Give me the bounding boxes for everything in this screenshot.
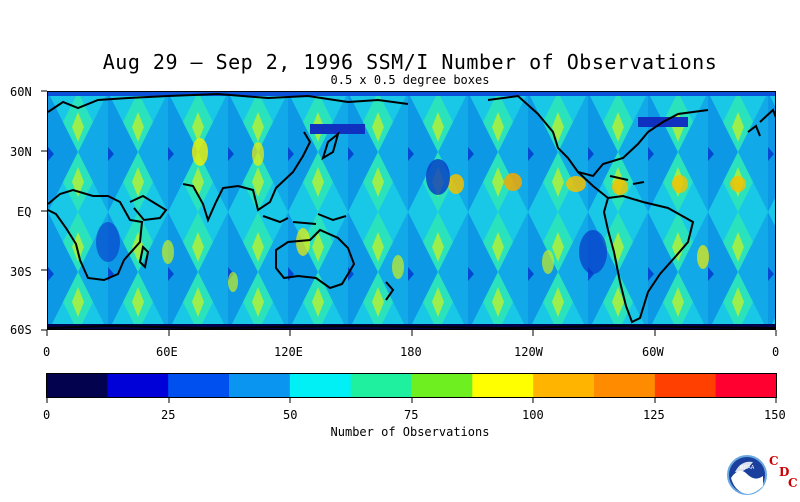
map-title: Aug 29 – Sep 2, 1996 SSM/I Number of Obs… bbox=[102, 50, 718, 74]
colorbar-cell bbox=[46, 373, 108, 398]
colorbar-tick-50: 50 bbox=[283, 408, 298, 422]
lon-label-180: 180 bbox=[400, 345, 422, 359]
lat-label-60n: 60N bbox=[10, 85, 32, 99]
lon-label-120e: 120E bbox=[274, 345, 303, 359]
colorbar-cell bbox=[289, 373, 352, 398]
colorbar-cell bbox=[594, 373, 656, 398]
lon-label-60w: 60W bbox=[642, 345, 664, 359]
logo-letter-d: D bbox=[779, 465, 790, 479]
colorbar-cell bbox=[654, 373, 717, 398]
colorbar-label: Number of Observations bbox=[330, 425, 490, 439]
colorbar-cell bbox=[168, 373, 230, 398]
lon-label-0-east: 0 bbox=[772, 345, 780, 359]
colorbar-cells bbox=[46, 373, 777, 398]
lon-label-60e: 60E bbox=[156, 345, 178, 359]
colorbar-cell bbox=[107, 373, 169, 398]
colorbar-cell bbox=[411, 373, 473, 398]
lat-label-60s: 60S bbox=[10, 323, 32, 337]
observation-map bbox=[47, 91, 776, 330]
noaa-logo-icon: NOAA bbox=[727, 455, 767, 495]
colorbar-tick-0: 0 bbox=[43, 408, 51, 422]
colorbar-tick-150: 150 bbox=[764, 408, 786, 422]
observation-map-svg bbox=[48, 92, 775, 329]
colorbar-cell bbox=[229, 373, 291, 398]
lat-label-eq: EQ bbox=[17, 205, 32, 219]
lon-label-0-west: 0 bbox=[43, 345, 51, 359]
colorbar-cell bbox=[350, 373, 412, 398]
colorbar-tick-25: 25 bbox=[161, 408, 176, 422]
colorbar-tick-100: 100 bbox=[522, 408, 544, 422]
noaa-logo-text: NOAA bbox=[740, 465, 755, 471]
logo-letter-c2: C bbox=[788, 476, 798, 490]
lon-label-120w: 120W bbox=[514, 345, 543, 359]
colorbar-cell bbox=[472, 373, 534, 398]
map-subtitle: 0.5 x 0.5 degree boxes bbox=[330, 73, 490, 87]
colorbar-cell bbox=[715, 373, 777, 398]
coastlines bbox=[48, 92, 775, 329]
lat-label-30s: 30S bbox=[10, 265, 32, 279]
logo-letter-c1: C bbox=[769, 454, 779, 468]
high-count-spots bbox=[162, 138, 746, 292]
colorbar bbox=[46, 373, 777, 398]
colorbar-tick-75: 75 bbox=[404, 408, 419, 422]
lat-label-30n: 30N bbox=[10, 145, 32, 159]
noaa-cdc-logo: NOAA C D C bbox=[727, 452, 798, 498]
colorbar-tick-125: 125 bbox=[643, 408, 665, 422]
colorbar-cell bbox=[533, 373, 595, 398]
